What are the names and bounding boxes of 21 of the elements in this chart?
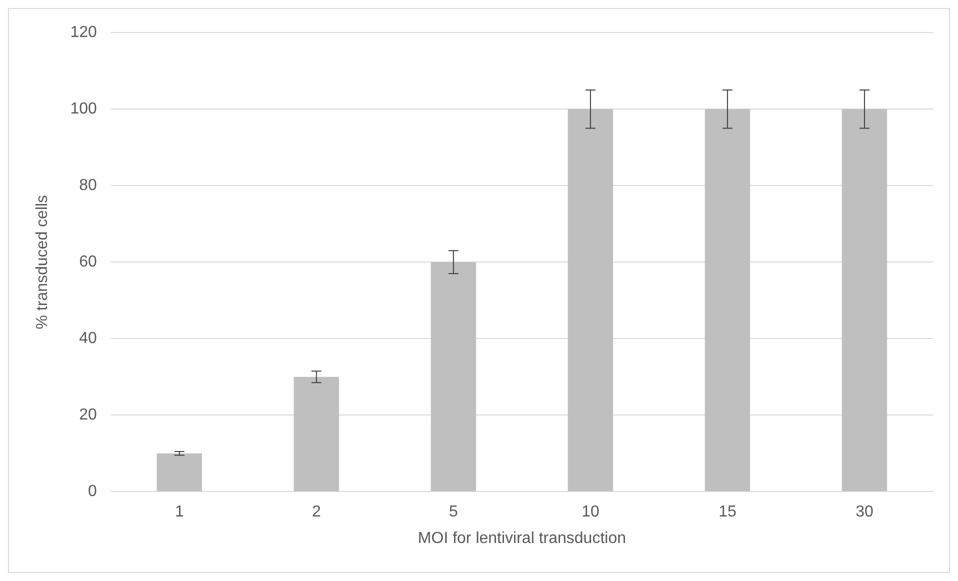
x-tick-label: 10 — [582, 504, 600, 521]
bar — [842, 109, 888, 492]
bar — [156, 453, 202, 492]
x-tick-label: 2 — [312, 504, 321, 521]
y-tick-label: 40 — [79, 330, 97, 348]
y-tick-label: 0 — [88, 483, 97, 500]
x-tick-label: 15 — [718, 504, 736, 521]
y-axis-title: % transduced cells — [34, 194, 52, 330]
bar — [568, 109, 614, 492]
x-tick-label: 30 — [856, 504, 874, 521]
bar — [430, 262, 476, 492]
x-axis-title: MOI for lentiviral transduction — [418, 530, 626, 547]
y-tick-label: 60 — [79, 254, 97, 271]
x-tick-label: 5 — [448, 504, 458, 521]
y-tick-label: 120 — [70, 24, 97, 42]
bar — [294, 376, 340, 492]
y-tick-label: 20 — [79, 406, 97, 424]
y-tick-label: 80 — [79, 177, 97, 194]
x-tick-label: 1 — [174, 504, 184, 521]
y-tick-label: 100 — [70, 100, 97, 118]
bar — [704, 109, 750, 492]
